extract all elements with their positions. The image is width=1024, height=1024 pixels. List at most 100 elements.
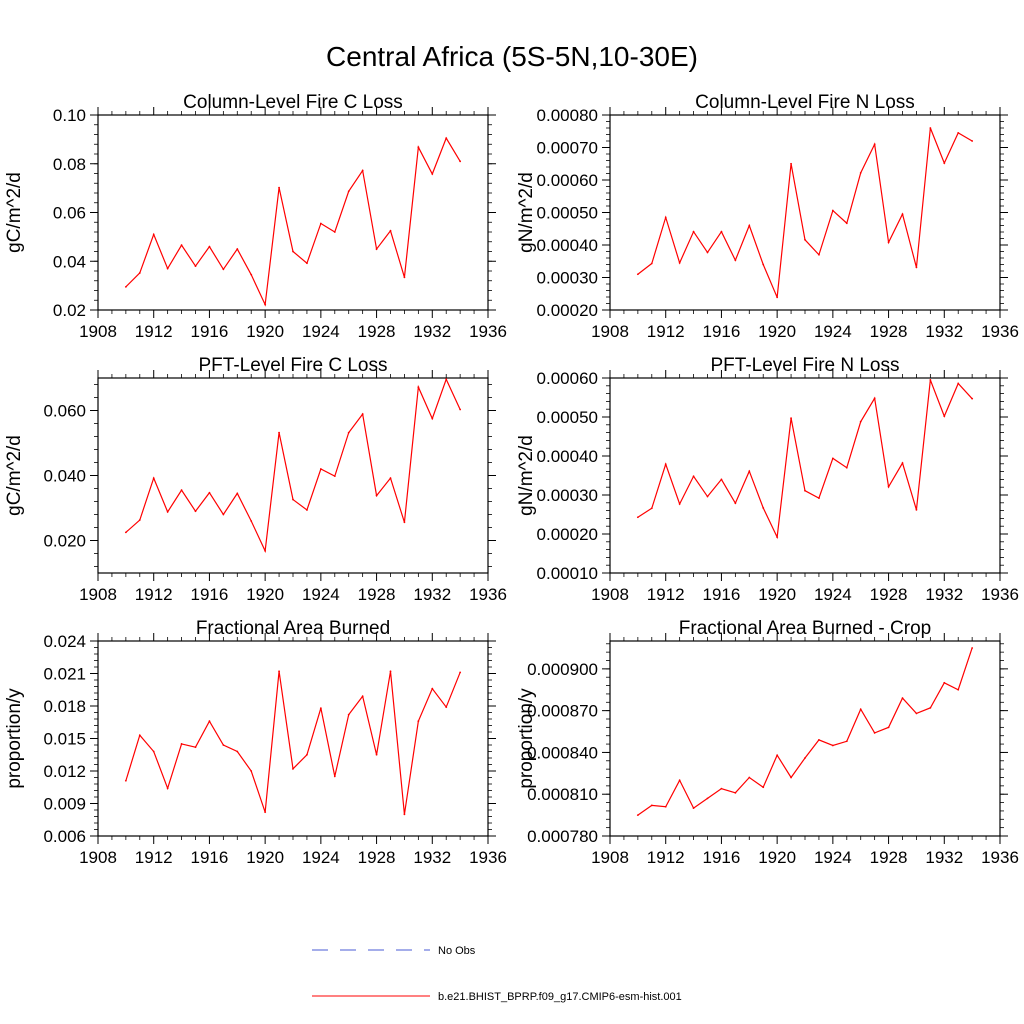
data-point [138, 519, 141, 521]
x-tick-label: 1936 [981, 585, 1019, 604]
data-point [692, 807, 695, 810]
data-point [264, 811, 267, 814]
y-tick-label: 0.000810 [527, 785, 598, 804]
chart-panel: PFT-Level Fire N Loss gN/m^2/d 1908 1912 191… [516, 355, 1019, 604]
data-point [347, 431, 350, 434]
data-point [194, 746, 197, 749]
data-point [333, 775, 336, 778]
data-point [831, 209, 834, 212]
chart-panel: Column-Level Fire C Loss gC/m^2/d 1908 1912… [4, 92, 507, 341]
data-point [222, 744, 225, 746]
data-point [915, 266, 918, 269]
series-line [637, 127, 973, 298]
y-tick-label: 0.00080 [537, 106, 598, 125]
data-point [138, 272, 141, 274]
data-point [403, 521, 406, 524]
data-point [431, 173, 434, 175]
data-point [319, 468, 322, 470]
data-point [901, 462, 904, 464]
x-tick-label: 1912 [135, 585, 173, 604]
x-tick-label: 1932 [413, 585, 451, 604]
x-tick-label: 1920 [246, 322, 284, 341]
data-point [790, 776, 792, 779]
data-point [180, 489, 183, 492]
data-point [278, 186, 280, 189]
legend-label: No Obs [438, 945, 476, 957]
data-point [152, 750, 155, 753]
y-tick-label: 0.00050 [537, 408, 598, 427]
data-point [636, 273, 639, 276]
y-tick-label: 0.00040 [537, 447, 598, 466]
data-point [375, 248, 378, 250]
x-tick-label: 1912 [647, 585, 685, 604]
data-point [292, 498, 294, 501]
data-point [748, 776, 751, 779]
series-line [637, 379, 973, 540]
x-tick-label: 1928 [870, 585, 908, 604]
series-line [125, 671, 461, 815]
chart-panel: PFT-Level Fire C Loss gC/m^2/d 1908 1912 191… [4, 355, 507, 604]
data-point [664, 216, 667, 219]
x-tick-label: 1908 [79, 322, 117, 341]
data-point [901, 697, 904, 700]
data-point [790, 417, 792, 420]
data-point [278, 431, 280, 434]
data-point [804, 238, 806, 241]
data-point [887, 485, 890, 488]
data-point [431, 417, 434, 420]
x-tick-label: 1912 [135, 848, 173, 867]
panel-title: Fractional Area Burned - Crop [679, 618, 931, 639]
y-axis-label: gC/m^2/d [4, 435, 25, 516]
data-point [776, 536, 779, 539]
chart-panel: Column-Level Fire N Loss gN/m^2/d 1908 1912… [516, 92, 1019, 341]
data-point [859, 171, 862, 174]
data-point [664, 805, 667, 808]
data-point [915, 508, 918, 511]
x-tick-label: 1920 [246, 848, 284, 867]
legend: No Obs b.e21.BHIST_BPRP.f09_g17.CMIP6-esm… [312, 945, 682, 1003]
y-tick-label: 0.040 [43, 467, 86, 486]
y-tick-label: 0.02 [53, 301, 86, 320]
data-point [678, 503, 681, 505]
data-point [152, 233, 155, 236]
data-point [306, 753, 308, 756]
data-point [236, 248, 239, 250]
figure-title: Central Africa (5S-5N,10-30E) [326, 41, 698, 72]
y-tick-label: 0.06 [53, 204, 86, 223]
x-tick-label: 1924 [814, 848, 852, 867]
series-line [637, 647, 973, 816]
x-tick-label: 1916 [191, 848, 229, 867]
chart-panel: Fractional Area Burned proportion/y 1908 19… [4, 618, 507, 867]
data-point [445, 706, 448, 708]
data-point [445, 137, 448, 140]
data-point [264, 303, 267, 306]
y-tick-label: 0.060 [43, 402, 86, 421]
data-point [138, 734, 141, 737]
data-point [887, 241, 890, 244]
y-tick-label: 0.000900 [527, 660, 598, 679]
data-point [347, 713, 350, 716]
data-point [403, 813, 406, 816]
x-tick-label: 1908 [79, 585, 117, 604]
data-point [873, 732, 876, 734]
x-tick-label: 1920 [758, 322, 796, 341]
data-point [831, 744, 834, 747]
data-point [929, 706, 932, 709]
y-tick-label: 0.018 [43, 697, 86, 716]
x-tick-label: 1908 [79, 848, 117, 867]
x-tick-label: 1936 [469, 848, 507, 867]
y-tick-label: 0.00020 [537, 301, 598, 320]
data-point [361, 413, 364, 415]
data-point [776, 296, 779, 299]
data-point [845, 466, 848, 469]
data-point [957, 688, 960, 691]
data-point [180, 244, 183, 247]
plot-frame [609, 640, 1001, 837]
data-point [943, 162, 946, 165]
data-point [417, 386, 420, 388]
data-point [375, 494, 378, 497]
data-point [818, 738, 820, 741]
y-tick-label: 0.00050 [537, 204, 598, 223]
data-point [333, 475, 336, 478]
y-axis-label: proportion/y [4, 688, 25, 789]
